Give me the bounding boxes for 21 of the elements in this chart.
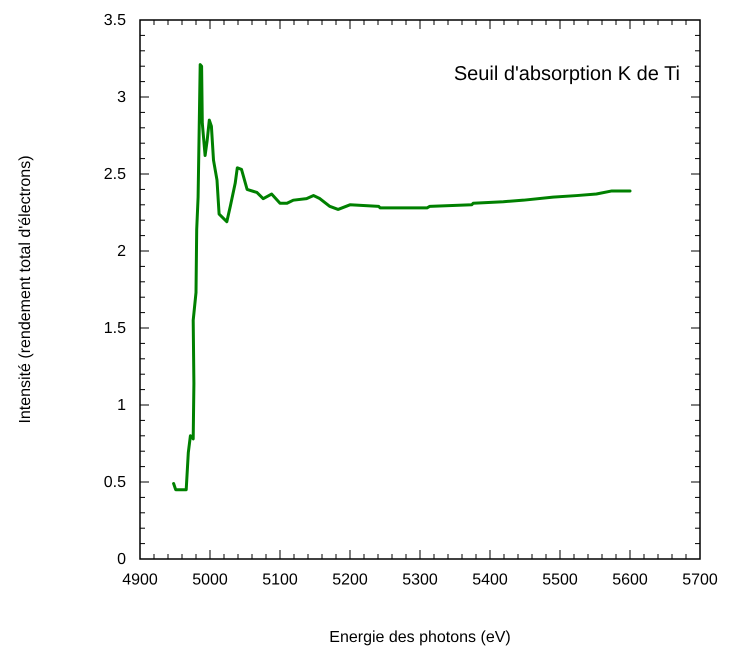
y-tick-label: 1 <box>117 397 126 414</box>
y-tick-label: 3.5 <box>104 12 126 30</box>
x-tick-label: 4900 <box>122 571 158 588</box>
x-tick-label: 5700 <box>682 571 718 588</box>
y-axis-title: Intensité (rendement total d'électrons) <box>17 155 34 424</box>
x-tick-label: 5100 <box>262 571 298 588</box>
y-tick-label: 2.5 <box>104 166 126 184</box>
x-tick-label: 5000 <box>192 571 228 588</box>
x-tick-label: 5400 <box>472 571 508 588</box>
y-tick-label: 0 <box>117 551 126 568</box>
line-series <box>172 63 632 492</box>
x-tick-label: 5200 <box>332 571 368 588</box>
x-tick-label: 5300 <box>402 571 438 588</box>
y-tick-label: 1.5 <box>104 320 126 338</box>
y-tick-label: 3 <box>117 89 126 106</box>
text: Seuil d'absorption K de Ti <box>454 63 680 85</box>
x-tick-label: 5600 <box>612 571 648 588</box>
y-tick-label: 0.5 <box>104 474 126 492</box>
y-tick-label: 2 <box>117 243 126 260</box>
x-axis-title: Energie des photons (eV) <box>329 629 511 646</box>
x-tick-label: 5500 <box>542 571 578 588</box>
